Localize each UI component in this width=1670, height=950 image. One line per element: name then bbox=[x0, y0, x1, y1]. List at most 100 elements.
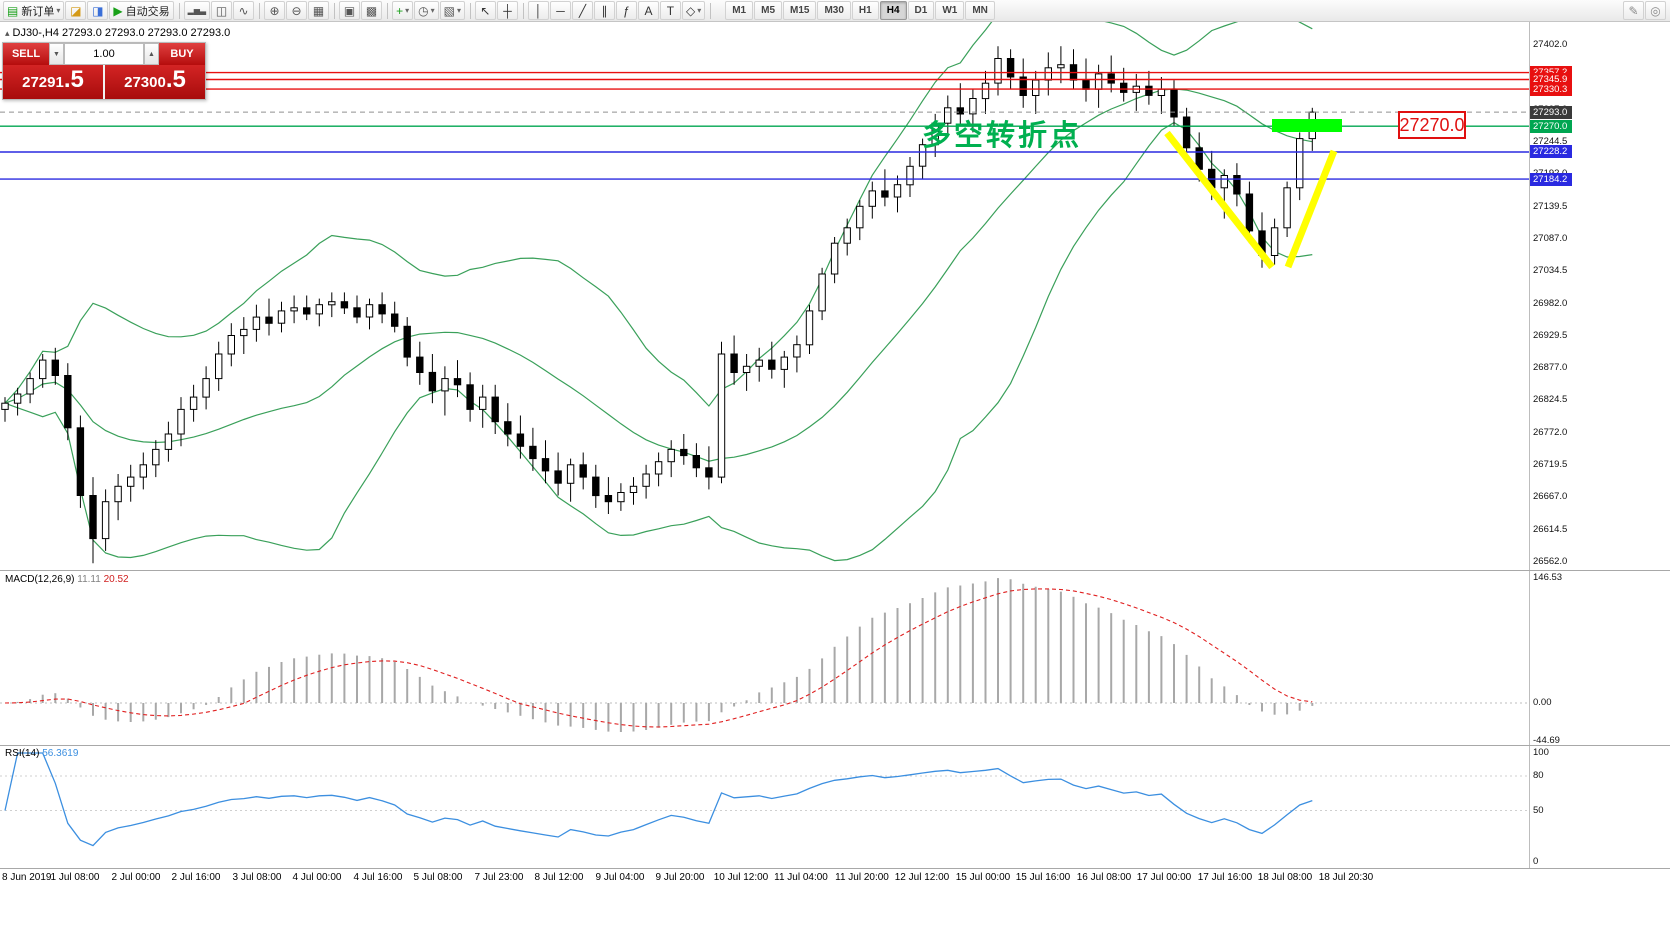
label-icon: T bbox=[666, 3, 675, 18]
macd-name: MACD(12,26,9) bbox=[5, 574, 75, 585]
chart-symbol-ohlc: ▴ DJ30-,H4 27293.0 27293.0 27293.0 27293.… bbox=[5, 27, 230, 39]
trade-panel-prices: 27291.5 27300.5 bbox=[3, 65, 205, 99]
time-axis-label: 2 Jul 16:00 bbox=[171, 872, 221, 883]
label-button[interactable]: T bbox=[659, 1, 681, 20]
chevron-up-icon: ▲ bbox=[148, 50, 155, 58]
macd-panel-separator[interactable] bbox=[0, 570, 1670, 571]
price-tag: 27228.2 bbox=[1530, 145, 1572, 158]
toolbar-separator bbox=[522, 2, 524, 19]
market-watch-button[interactable]: ◨ bbox=[87, 1, 109, 20]
trade-panel-controls: SELL ▼ ▲ BUY bbox=[3, 43, 205, 65]
bars-chart-icon: ▂▅▃ bbox=[187, 5, 207, 15]
macd-signal-value: 20.52 bbox=[103, 574, 129, 585]
one-click-panel-toggle[interactable]: ▴ bbox=[5, 28, 10, 38]
timeframe-m15[interactable]: M15 bbox=[783, 1, 817, 20]
timeframe-h1[interactable]: H1 bbox=[851, 1, 879, 20]
indicators-button[interactable]: + ▾ bbox=[392, 1, 414, 20]
sell-price[interactable]: 27291.5 bbox=[3, 65, 103, 99]
text-icon: A bbox=[644, 3, 653, 18]
trendline-button[interactable]: ╱ bbox=[571, 1, 593, 20]
zoom-in-button[interactable]: ⊕ bbox=[264, 1, 286, 20]
zoom-in-icon: ⊕ bbox=[269, 3, 280, 18]
price-axis-label: 26877.0 bbox=[1533, 362, 1568, 373]
crosshair-button[interactable]: ┼ bbox=[496, 1, 518, 20]
timeframe-h4[interactable]: H4 bbox=[879, 1, 907, 20]
buy-button[interactable]: BUY bbox=[159, 43, 205, 65]
zoom-out-button[interactable]: ⊖ bbox=[286, 1, 308, 20]
line-chart-button[interactable]: ∿ bbox=[233, 1, 255, 20]
price-tag: 27345.9 bbox=[1530, 73, 1572, 86]
macd-axis-label: 0.00 bbox=[1533, 697, 1552, 708]
timeframe-w1[interactable]: W1 bbox=[935, 1, 965, 20]
zoom-out-icon: ⊖ bbox=[291, 3, 302, 18]
time-axis-label: 3 Jul 08:00 bbox=[232, 872, 282, 883]
fibonacci-button[interactable]: ƒ bbox=[615, 1, 637, 20]
timeframe-m1[interactable]: M1 bbox=[725, 1, 754, 20]
volume-input[interactable] bbox=[64, 43, 144, 65]
price-axis-label: 27244.5 bbox=[1533, 136, 1568, 147]
chevron-down-icon: ▾ bbox=[430, 6, 435, 15]
new-order-icon: ▤ bbox=[7, 3, 19, 18]
order-type-dropdown[interactable]: ▼ bbox=[49, 43, 64, 65]
rsi-value: 56.3619 bbox=[42, 748, 79, 759]
volume-stepper[interactable]: ▲ bbox=[144, 43, 159, 65]
trendline-icon: ╱ bbox=[578, 3, 587, 18]
top-toolbar: ▤ 新订单 ▾ ◪ ◨ ▶ 自动交易 ▂▅▃ ◫ ∿ ⊕ ⊖ ▦ ▣ ▩ + ▾ ◷ ▾ ▧ ▾ ↖ ┼ │ ─ ╱ ∥ ƒ A T ◇ ▾ M… bbox=[0, 0, 1670, 22]
horizontal-line-icon: ─ bbox=[556, 3, 565, 18]
new-order-button[interactable]: ▤ 新订单 ▾ bbox=[3, 1, 65, 20]
text-button[interactable]: A bbox=[637, 1, 659, 20]
add-indicator-icon: + bbox=[396, 3, 404, 18]
price-tag: 27293.0 bbox=[1530, 106, 1572, 119]
toolbar-separator bbox=[387, 2, 389, 19]
time-axis-label: 16 Jul 08:00 bbox=[1076, 872, 1132, 883]
toolbar-separator bbox=[334, 2, 336, 19]
time-axis-label: 15 Jul 00:00 bbox=[955, 872, 1011, 883]
buy-price[interactable]: 27300.5 bbox=[105, 65, 205, 99]
price-axis-label: 26719.5 bbox=[1533, 459, 1568, 470]
time-axis-label: 10 Jul 12:00 bbox=[713, 872, 769, 883]
time-axis-label: 9 Jul 20:00 bbox=[655, 872, 705, 883]
horizontal-line-button[interactable]: ─ bbox=[549, 1, 571, 20]
autotrading-button-label: 自动交易 bbox=[125, 5, 170, 18]
macd-axis-label: 146.53 bbox=[1533, 572, 1563, 583]
toolbar-separator bbox=[469, 2, 471, 19]
cascade-windows-button[interactable]: ▩ bbox=[361, 1, 383, 20]
price-callout-label: 27270.0 bbox=[1398, 111, 1466, 139]
bars-chart-button[interactable]: ▂▅▃ bbox=[183, 1, 211, 20]
templates-button[interactable]: ▧ ▾ bbox=[439, 1, 465, 20]
cursor-button[interactable]: ↖ bbox=[474, 1, 496, 20]
price-axis-line bbox=[1529, 22, 1530, 868]
price-axis-label: 26929.5 bbox=[1533, 330, 1568, 341]
search-icon[interactable]: ◎ bbox=[1645, 1, 1666, 20]
tile-windows-button[interactable]: ▣ bbox=[339, 1, 361, 20]
timeframe-m5[interactable]: M5 bbox=[754, 1, 783, 20]
pencil-icon[interactable]: ✎ bbox=[1623, 1, 1644, 20]
time-axis-label: 8 Jul 12:00 bbox=[534, 872, 584, 883]
grid-button[interactable]: ▦ bbox=[308, 1, 330, 20]
periods-button[interactable]: ◷ ▾ bbox=[414, 1, 439, 20]
autotrading-button[interactable]: ▶ 自动交易 bbox=[109, 1, 174, 20]
channel-button[interactable]: ∥ bbox=[593, 1, 615, 20]
sell-button[interactable]: SELL bbox=[3, 43, 49, 65]
candle-chart-button[interactable]: ◫ bbox=[211, 1, 233, 20]
chevron-down-icon: ▾ bbox=[405, 6, 410, 15]
price-tag: 27270.0 bbox=[1530, 120, 1572, 133]
price-tag: 27184.2 bbox=[1530, 173, 1572, 186]
macd-axis-label: -44.69 bbox=[1533, 735, 1560, 746]
toolbar-separator bbox=[178, 2, 180, 19]
rsi-panel-separator[interactable] bbox=[0, 745, 1670, 746]
price-axis-label: 26982.0 bbox=[1533, 298, 1568, 309]
tile-windows-icon: ▣ bbox=[343, 3, 356, 18]
price-axis-label: 26667.0 bbox=[1533, 491, 1568, 502]
price-axis-label: 26562.0 bbox=[1533, 556, 1568, 567]
one-click-trading-panel: SELL ▼ ▲ BUY 27291.5 27300.5 bbox=[2, 42, 206, 100]
timeframe-m30[interactable]: M30 bbox=[817, 1, 851, 20]
market-watch-icon: ◨ bbox=[92, 3, 104, 18]
shapes-button[interactable]: ◇ ▾ bbox=[681, 1, 706, 20]
timeframe-d1[interactable]: D1 bbox=[907, 1, 935, 20]
cascade-windows-icon: ▩ bbox=[365, 3, 378, 18]
profiles-button[interactable]: ◪ bbox=[65, 1, 87, 20]
timeframe-mn[interactable]: MN bbox=[965, 1, 995, 20]
vertical-line-button[interactable]: │ bbox=[527, 1, 549, 20]
timeframe-group: M1 M5 M15 M30 H1 H4 D1 W1 MN bbox=[725, 1, 996, 20]
